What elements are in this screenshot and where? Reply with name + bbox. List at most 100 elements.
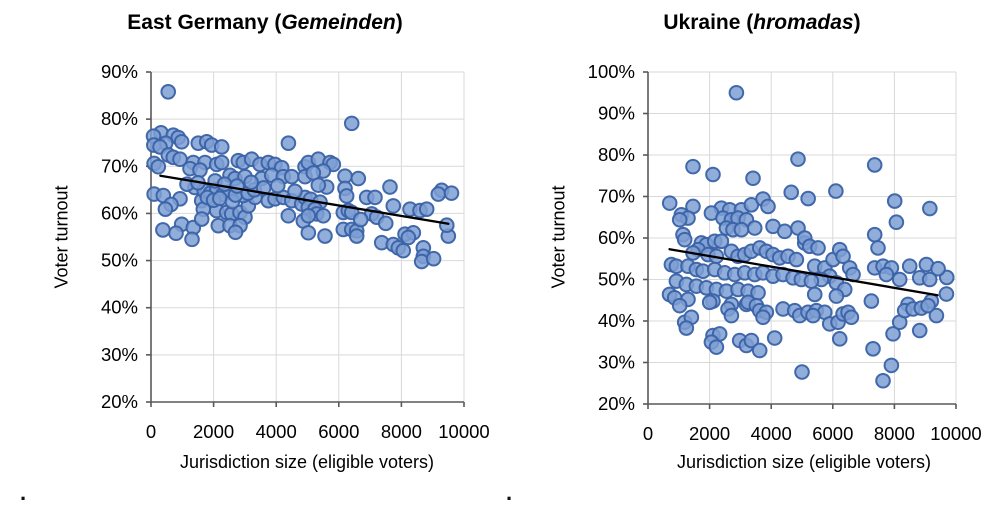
data-point bbox=[671, 211, 688, 228]
data-point bbox=[803, 273, 820, 289]
title-italic-text: Gemeinden bbox=[281, 11, 396, 34]
data-point bbox=[348, 228, 365, 244]
data-point bbox=[843, 309, 860, 326]
data-point bbox=[216, 176, 233, 192]
x-tick-label: 8000 bbox=[874, 423, 915, 444]
title-text: Ukraine ( bbox=[663, 11, 754, 34]
x-axis-label: Jurisdiction size (eligible voters) bbox=[676, 452, 932, 472]
data-point bbox=[150, 158, 167, 175]
data-point bbox=[678, 320, 695, 336]
data-point bbox=[438, 217, 455, 234]
data-point bbox=[708, 339, 725, 355]
y-tick-label: 20% bbox=[101, 391, 138, 412]
data-point bbox=[920, 297, 936, 314]
data-point bbox=[888, 214, 905, 231]
data-point bbox=[713, 233, 730, 250]
data-point bbox=[212, 190, 228, 207]
y-tick-label: 90% bbox=[101, 61, 138, 82]
data-point bbox=[685, 158, 701, 175]
data-point bbox=[751, 342, 768, 359]
data-point bbox=[766, 330, 783, 346]
data-point bbox=[280, 135, 297, 151]
y-tick-label: 70% bbox=[598, 186, 635, 207]
data-point bbox=[794, 364, 810, 380]
y-tick-label: 60% bbox=[598, 227, 635, 248]
data-point bbox=[243, 174, 259, 191]
x-axis-label: Jurisdiction size (eligible voters) bbox=[179, 452, 435, 472]
data-point bbox=[173, 133, 190, 150]
data-point bbox=[891, 271, 908, 288]
x-tick-label: 6000 bbox=[318, 421, 359, 442]
data-point bbox=[155, 222, 171, 238]
data-point bbox=[213, 154, 230, 171]
x-tick-label: 2000 bbox=[193, 421, 234, 442]
stray-dot: . bbox=[20, 480, 27, 505]
data-point bbox=[184, 231, 200, 248]
x-tick-label: 4000 bbox=[751, 423, 792, 444]
y-tick-label: 50% bbox=[101, 250, 138, 271]
title-text: ) bbox=[395, 11, 403, 34]
data-point bbox=[723, 307, 740, 324]
x-tick-label: 10000 bbox=[930, 423, 981, 444]
data-point bbox=[810, 240, 826, 256]
data-point bbox=[886, 193, 903, 209]
data-point bbox=[168, 225, 184, 242]
data-point bbox=[831, 331, 848, 347]
data-point bbox=[865, 341, 881, 357]
data-point bbox=[338, 188, 355, 204]
y-tick-label: 40% bbox=[101, 297, 138, 318]
data-point bbox=[743, 332, 760, 349]
data-point bbox=[300, 207, 317, 224]
data-point bbox=[746, 220, 763, 236]
chart-title: East Germany (Gemeinden) bbox=[127, 11, 402, 35]
data-point bbox=[377, 215, 394, 232]
data-point bbox=[430, 186, 447, 202]
data-point bbox=[227, 224, 244, 241]
data-point bbox=[878, 266, 895, 283]
title-text: East Germany ( bbox=[127, 11, 282, 34]
x-tick-label: 10000 bbox=[438, 421, 489, 442]
data-point bbox=[343, 115, 360, 132]
data-point bbox=[317, 228, 333, 244]
data-point bbox=[911, 322, 928, 339]
x-tick-label: 4000 bbox=[256, 421, 297, 442]
data-point bbox=[193, 211, 210, 227]
data-point bbox=[875, 372, 891, 389]
y-tick-label: 50% bbox=[598, 269, 635, 290]
data-point bbox=[443, 185, 460, 201]
data-point bbox=[192, 162, 208, 178]
data-point bbox=[930, 260, 946, 277]
x-tick-label: 8000 bbox=[381, 421, 422, 442]
data-point bbox=[885, 326, 901, 342]
x-tick-label: 0 bbox=[146, 421, 156, 442]
y-tick-label: 90% bbox=[598, 103, 635, 124]
data-point bbox=[352, 211, 369, 228]
data-point bbox=[661, 195, 678, 211]
trend-line bbox=[668, 248, 939, 297]
chart-east-germany: East Germany (Gemeinden) Voter turnout 2… bbox=[0, 0, 497, 515]
data-point bbox=[760, 198, 776, 215]
data-point bbox=[382, 179, 398, 195]
data-point bbox=[806, 286, 823, 303]
data-point bbox=[705, 166, 721, 183]
data-point bbox=[828, 183, 844, 199]
data-point bbox=[928, 307, 945, 324]
data-point bbox=[385, 198, 402, 214]
x-tick-label: 0 bbox=[643, 423, 653, 444]
data-point bbox=[160, 84, 177, 100]
chart-ukraine: Ukraine (hromadas) Voter turnout 20% 30% 4… bbox=[497, 0, 995, 515]
scatter-plot: 20% 30% 40% 50% 60% 70% 80% 90% 0 2000 4000 6000 800… bbox=[101, 61, 490, 442]
data-point bbox=[863, 293, 880, 309]
y-tick-label: 80% bbox=[101, 108, 138, 129]
data-point bbox=[671, 297, 688, 314]
x-tick-label: 2000 bbox=[689, 423, 730, 444]
data-point bbox=[776, 223, 793, 240]
data-point bbox=[367, 189, 383, 206]
data-point bbox=[300, 224, 317, 241]
y-tick-label: 30% bbox=[101, 344, 138, 365]
data-point bbox=[350, 170, 367, 187]
data-point bbox=[788, 251, 805, 268]
x-tick-label: 6000 bbox=[812, 423, 853, 444]
data-point bbox=[866, 226, 883, 243]
